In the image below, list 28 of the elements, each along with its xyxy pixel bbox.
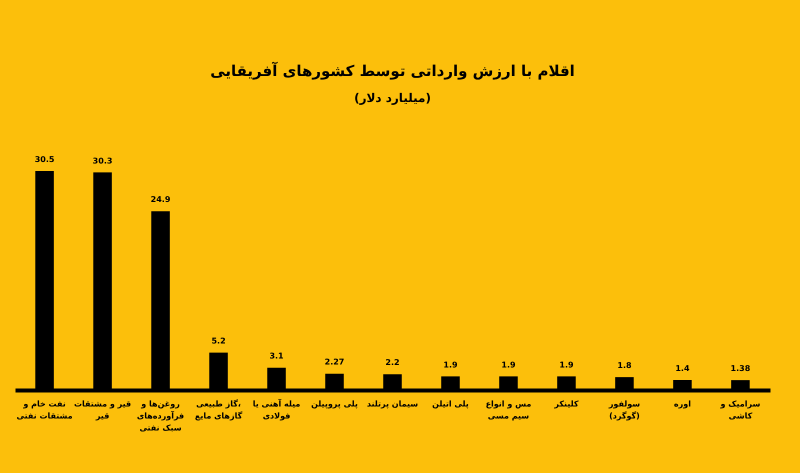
data-label: 30.3: [92, 156, 112, 166]
x-tick-label: پلی پروپیلن: [311, 400, 358, 408]
data-label: 1.4: [675, 364, 690, 373]
data-label: 30.5: [34, 155, 55, 164]
x-tick-label: پلی اتیلن: [432, 400, 469, 408]
chart-subtitle: (میلیارد دلار): [354, 91, 431, 105]
chart-title: اقلام با ارزش وارداتی توسط کشورهای آفریقایی: [210, 61, 575, 80]
data-label: 1.9: [501, 360, 516, 370]
data-label: 2.27: [324, 358, 344, 367]
x-tick-label: گاز طبیعی، گازهای مایع: [194, 398, 243, 420]
x-tick-label: سیمان پرتلند: [366, 400, 418, 408]
data-label: 3.1: [269, 352, 284, 361]
data-label: 2.2: [385, 358, 400, 368]
x-tick-label: مس و انواع سیم مسی: [486, 400, 532, 420]
data-label: 1.8: [617, 361, 632, 370]
x-tick-label: کلینکر: [553, 400, 579, 408]
data-label: 1.38: [730, 364, 751, 374]
data-label: 24.9: [150, 195, 171, 204]
x-tick-label: میله آهنی یا فولادی: [252, 398, 300, 420]
x-tick-label: اوره: [674, 400, 692, 408]
data-label: 1.9: [559, 360, 574, 370]
x-tick-label: روغن‌ها و فرآورده‌های سبک نفتی: [136, 400, 184, 432]
x-tick-label: قیر و مشتقات قیر: [74, 400, 132, 420]
x-tick-label: نفت خام و مشتقات نفتی: [16, 400, 73, 420]
x-tick-label: سرامیک و کاشی: [720, 400, 760, 420]
data-label: 1.9: [443, 360, 458, 370]
data-label: 5.2: [211, 336, 226, 346]
x-tick-label: سولفور (گوگرد): [608, 400, 640, 420]
